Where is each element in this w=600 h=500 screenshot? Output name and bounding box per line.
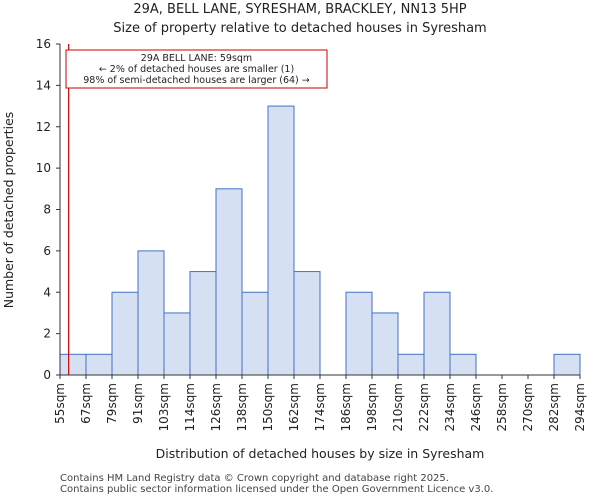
histogram-bar [163, 312, 191, 376]
y-tick-label: 12 [36, 120, 51, 134]
annotation-text-line: 98% of semi-detached houses are larger (… [83, 75, 310, 86]
annotation-text-line: 29A BELL LANE: 59sqm [141, 53, 252, 64]
histogram-bar [241, 291, 269, 376]
x-tick-label: 126sqm [209, 383, 223, 431]
histogram-bar [59, 353, 87, 376]
x-tick-label: 282sqm [547, 383, 561, 431]
y-tick-label: 2 [43, 327, 51, 341]
histogram-bar [293, 271, 321, 376]
x-tick-label: 270sqm [521, 383, 535, 431]
footer-copyright-line: Contains HM Land Registry data © Crown c… [60, 473, 449, 484]
marker-group: 29A BELL LANE: 59sqm← 2% of detached hou… [65, 44, 328, 375]
x-tick-label: 234sqm [443, 383, 457, 431]
y-axis-label: Number of detached properties [1, 112, 16, 309]
y-tick-label: 16 [36, 37, 51, 51]
chart-subtitle: Size of property relative to detached ho… [113, 21, 486, 36]
x-axis-label: Distribution of detached houses by size … [156, 446, 485, 461]
x-tick-label: 79sqm [105, 383, 119, 424]
histogram-bar [189, 271, 217, 376]
x-tick-label: 186sqm [339, 383, 353, 431]
bars-group [59, 105, 581, 376]
x-tick-label: 138sqm [235, 383, 249, 431]
y-tick-label: 0 [43, 368, 51, 382]
x-tick-label: 174sqm [313, 383, 327, 431]
x-tick-label: 55sqm [53, 383, 67, 424]
histogram-bar [371, 312, 399, 376]
x-tick-label: 162sqm [287, 383, 301, 431]
annotation-text-line: ← 2% of detached houses are smaller (1) [99, 64, 294, 75]
x-tick-label: 222sqm [417, 383, 431, 431]
y-tick-label: 10 [36, 161, 51, 175]
x-tick-label: 198sqm [365, 383, 379, 431]
x-tick-label: 67sqm [79, 383, 93, 424]
x-tick-label: 210sqm [391, 383, 405, 431]
histogram-bar [85, 353, 113, 376]
footer-licence-line: Contains public sector information licen… [60, 484, 494, 495]
histogram-bar [267, 105, 295, 376]
histogram-bar [111, 291, 139, 376]
histogram-bar [137, 250, 165, 376]
y-tick-label: 14 [36, 78, 51, 92]
x-tick-label: 150sqm [261, 383, 275, 431]
x-tick-label: 294sqm [573, 383, 587, 431]
x-tick-label: 103sqm [157, 383, 171, 431]
chart-title: 29A, BELL LANE, SYRESHAM, BRACKLEY, NN13… [133, 2, 466, 17]
x-tick-label: 258sqm [495, 383, 509, 431]
x-tick-label: 91sqm [131, 383, 145, 424]
x-tick-label: 114sqm [183, 383, 197, 431]
axes-group: 0 2 4 6 8 10 12 14 16 55sqm 67sqm 79sqm 91sqm 103sqm 1… [36, 37, 587, 431]
y-tick-label: 4 [43, 285, 51, 299]
histogram-bar [423, 291, 451, 376]
y-tick-label: 8 [43, 203, 51, 217]
x-tick-label: 246sqm [469, 383, 483, 431]
histogram-bar [449, 353, 477, 376]
annotation-box [65, 49, 328, 89]
histogram-bar [215, 188, 243, 376]
histogram-bar [553, 353, 581, 376]
histogram-bar [345, 291, 373, 376]
y-tick-label: 6 [43, 244, 51, 258]
histogram-bar [397, 353, 425, 376]
